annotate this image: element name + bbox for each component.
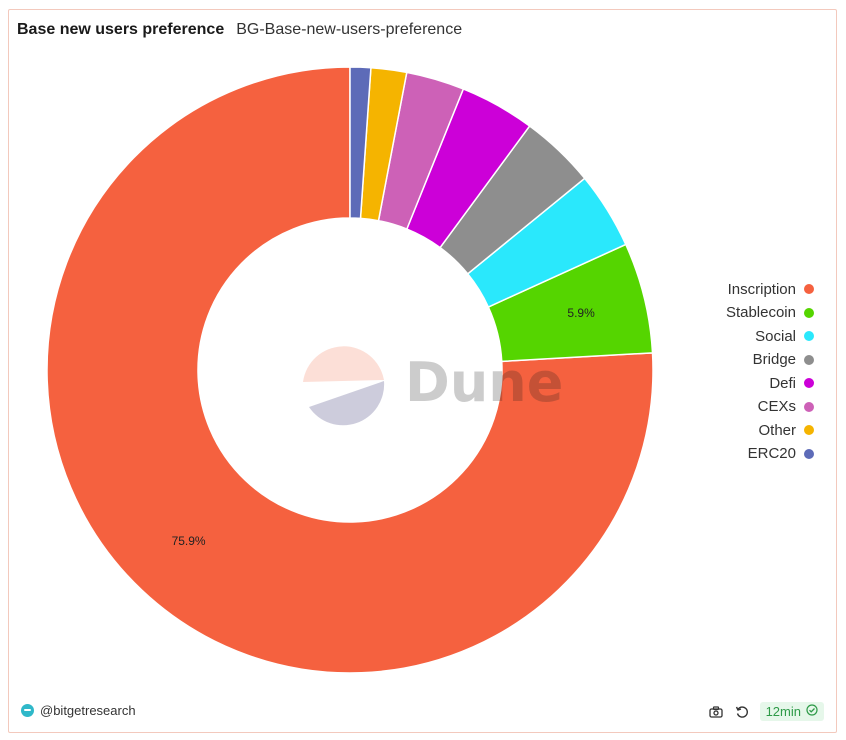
chart-title: Base new users preference bbox=[17, 21, 225, 38]
refresh-icon[interactable] bbox=[734, 704, 750, 720]
legend-swatch bbox=[804, 354, 814, 365]
legend-label: Other bbox=[758, 421, 796, 439]
legend-label: Social bbox=[755, 327, 796, 345]
chart-subtitle: BG-Base-new-users-preference bbox=[236, 21, 463, 38]
chart-header: Base new users preference BG-Base-new-us… bbox=[17, 21, 462, 39]
author-credit[interactable]: @bitgetresearch bbox=[21, 703, 136, 718]
legend-swatch bbox=[804, 425, 814, 436]
pie-slice-erc20[interactable] bbox=[349, 66, 372, 220]
chart-legend: Inscription Stablecoin Social Bridge Defi CEX… bbox=[726, 280, 814, 463]
watermark-text: Dune bbox=[405, 351, 563, 414]
legend-label: Inscription bbox=[727, 280, 796, 298]
dune-logo-icon bbox=[309, 381, 385, 426]
avatar bbox=[21, 704, 34, 717]
legend-item-bridge[interactable]: Bridge bbox=[753, 351, 814, 370]
legend-item-cexs[interactable]: CEXs bbox=[758, 398, 814, 417]
dune-watermark: Dune bbox=[303, 346, 563, 426]
camera-icon[interactable] bbox=[708, 704, 724, 720]
refresh-status-badge[interactable]: 12min bbox=[759, 702, 824, 721]
refresh-age: 12min bbox=[765, 704, 801, 719]
legend-swatch bbox=[804, 401, 814, 412]
pie-slice-inscription[interactable] bbox=[46, 66, 654, 674]
legend-swatch bbox=[804, 307, 814, 318]
legend-item-stablecoin[interactable]: Stablecoin bbox=[726, 304, 814, 323]
legend-item-erc20[interactable]: ERC20 bbox=[748, 445, 814, 464]
check-circle-icon bbox=[806, 704, 818, 719]
legend-swatch bbox=[804, 448, 814, 459]
legend-label: Bridge bbox=[752, 351, 796, 369]
legend-swatch bbox=[804, 284, 814, 295]
legend-label: Defi bbox=[769, 374, 796, 392]
legend-label: ERC20 bbox=[747, 445, 796, 463]
legend-item-inscription[interactable]: Inscription bbox=[728, 280, 814, 299]
legend-item-defi[interactable]: Defi bbox=[769, 374, 814, 393]
legend-label: Stablecoin bbox=[725, 304, 796, 322]
legend-item-other[interactable]: Other bbox=[758, 421, 814, 440]
data-label-stablecoin: 5.9% bbox=[567, 306, 595, 320]
legend-swatch bbox=[804, 331, 814, 342]
legend-label: CEXs bbox=[757, 398, 796, 416]
footer-actions: 12min bbox=[708, 702, 824, 721]
legend-item-social[interactable]: Social bbox=[755, 327, 814, 346]
legend-swatch bbox=[804, 378, 814, 389]
author-name[interactable]: @bitgetresearch bbox=[40, 703, 136, 718]
data-label-inscription: 75.9% bbox=[172, 534, 206, 548]
